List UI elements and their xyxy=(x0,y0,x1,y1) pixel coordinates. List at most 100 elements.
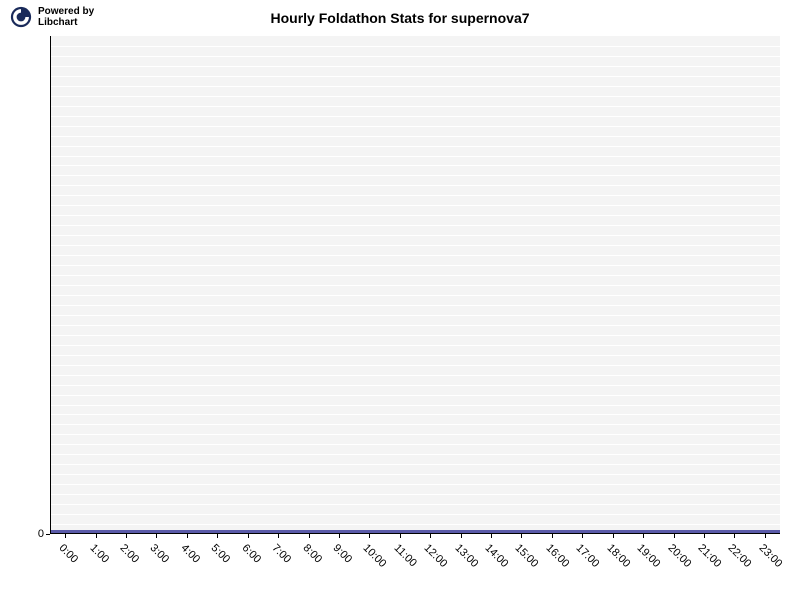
gridline xyxy=(50,524,780,525)
gridline xyxy=(50,275,780,276)
x-tick-mark xyxy=(126,534,127,538)
x-tick-label: 14:00 xyxy=(483,542,511,570)
x-tick-label: 7:00 xyxy=(270,542,294,566)
chart-title: Hourly Foldathon Stats for supernova7 xyxy=(0,10,800,26)
x-tick-mark xyxy=(278,534,279,538)
x-tick-mark xyxy=(552,534,553,538)
gridline xyxy=(50,175,780,176)
x-tick-mark xyxy=(156,534,157,538)
y-axis xyxy=(50,36,51,534)
gridline xyxy=(50,235,780,236)
gridline xyxy=(50,484,780,485)
gridline xyxy=(50,116,780,117)
x-tick-label: 13:00 xyxy=(452,542,480,570)
x-tick-label: 21:00 xyxy=(695,542,723,570)
x-tick-mark xyxy=(339,534,340,538)
gridline xyxy=(50,165,780,166)
x-tick-label: 1:00 xyxy=(87,542,111,566)
x-tick-label: 12:00 xyxy=(422,542,450,570)
gridline xyxy=(50,325,780,326)
gridline xyxy=(50,66,780,67)
x-tick-mark xyxy=(96,534,97,538)
x-tick-mark xyxy=(765,534,766,538)
gridline xyxy=(50,494,780,495)
chart-container: Powered by Libchart Hourly Foldathon Sta… xyxy=(0,0,800,600)
x-tick-mark xyxy=(309,534,310,538)
gridline xyxy=(50,255,780,256)
x-tick-label: 8:00 xyxy=(300,542,324,566)
gridline xyxy=(50,385,780,386)
x-tick-mark xyxy=(674,534,675,538)
x-tick-mark xyxy=(734,534,735,538)
gridline xyxy=(50,146,780,147)
x-tick-label: 9:00 xyxy=(330,542,354,566)
gridline xyxy=(50,345,780,346)
x-tick-label: 16:00 xyxy=(543,542,571,570)
x-tick-label: 10:00 xyxy=(361,542,389,570)
y-tick-label: 0 xyxy=(38,528,50,540)
x-tick-label: 4:00 xyxy=(178,542,202,566)
x-tick-mark xyxy=(217,534,218,538)
gridline xyxy=(50,225,780,226)
gridline xyxy=(50,454,780,455)
gridline xyxy=(50,205,780,206)
x-tick-mark xyxy=(643,534,644,538)
gridline xyxy=(50,315,780,316)
x-tick-mark xyxy=(400,534,401,538)
gridline xyxy=(50,395,780,396)
gridline xyxy=(50,285,780,286)
x-tick-label: 3:00 xyxy=(148,542,172,566)
x-tick-label: 19:00 xyxy=(635,542,663,570)
gridline xyxy=(50,464,780,465)
gridline xyxy=(50,335,780,336)
x-tick-label: 15:00 xyxy=(513,542,541,570)
gridline xyxy=(50,414,780,415)
gridline xyxy=(50,245,780,246)
x-tick-mark xyxy=(65,534,66,538)
gridline xyxy=(50,156,780,157)
x-tick-mark xyxy=(613,534,614,538)
gridline xyxy=(50,46,780,47)
gridline xyxy=(50,185,780,186)
gridline xyxy=(50,434,780,435)
x-tick-label: 11:00 xyxy=(391,542,418,569)
x-tick-label: 22:00 xyxy=(726,542,754,570)
x-tick-label: 18:00 xyxy=(604,542,632,570)
chart-plot-area: 00:001:002:003:004:005:006:007:008:009:0… xyxy=(50,36,780,534)
gridline xyxy=(50,106,780,107)
gridline xyxy=(50,305,780,306)
gridline xyxy=(50,195,780,196)
x-tick-mark xyxy=(248,534,249,538)
gridline xyxy=(50,86,780,87)
x-tick-label: 20:00 xyxy=(665,542,693,570)
gridline xyxy=(50,215,780,216)
gridline xyxy=(50,424,780,425)
x-tick-label: 17:00 xyxy=(574,542,602,570)
x-tick-label: 0:00 xyxy=(57,542,81,566)
gridline xyxy=(50,76,780,77)
x-tick-label: 5:00 xyxy=(209,542,233,566)
gridline xyxy=(50,504,780,505)
gridline xyxy=(50,136,780,137)
gridline xyxy=(50,365,780,366)
gridline xyxy=(50,96,780,97)
gridline xyxy=(50,405,780,406)
gridline xyxy=(50,265,780,266)
gridline xyxy=(50,474,780,475)
gridline xyxy=(50,444,780,445)
x-tick-label: 6:00 xyxy=(239,542,263,566)
x-tick-mark xyxy=(430,534,431,538)
x-tick-mark xyxy=(187,534,188,538)
x-tick-mark xyxy=(521,534,522,538)
x-tick-mark xyxy=(491,534,492,538)
gridline xyxy=(50,56,780,57)
x-tick-mark xyxy=(582,534,583,538)
gridline xyxy=(50,295,780,296)
x-tick-label: 2:00 xyxy=(118,542,142,566)
x-tick-mark xyxy=(461,534,462,538)
gridline xyxy=(50,126,780,127)
x-tick-label: 23:00 xyxy=(756,542,784,570)
x-tick-mark xyxy=(369,534,370,538)
gridline xyxy=(50,375,780,376)
gridline xyxy=(50,355,780,356)
